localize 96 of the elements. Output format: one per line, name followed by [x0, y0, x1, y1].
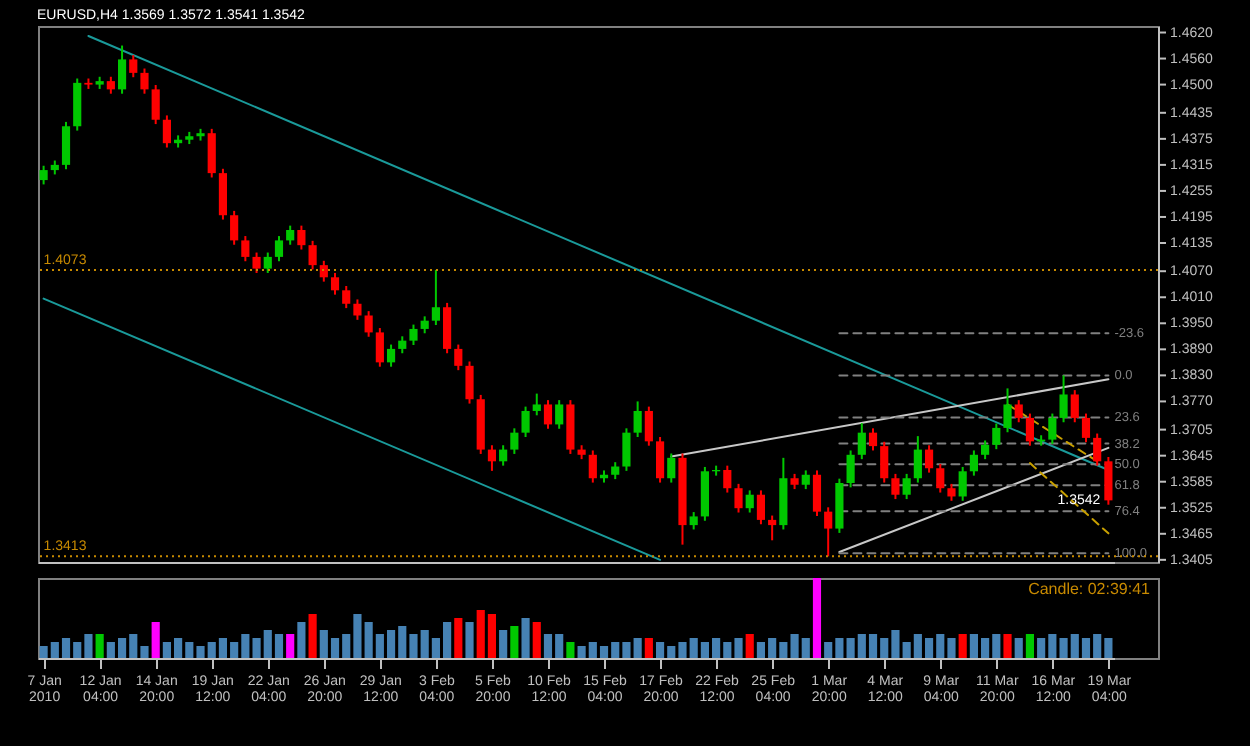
- candlestick: [218, 167, 228, 221]
- candlestick: [667, 452, 676, 484]
- candlestick: [230, 209, 239, 246]
- candlestick: [756, 489, 766, 526]
- bar: [958, 634, 967, 658]
- candlestick: [286, 224, 295, 246]
- bar: [286, 634, 295, 658]
- bar: [521, 618, 530, 658]
- candlestick: [924, 444, 934, 474]
- candlestick: [129, 54, 138, 79]
- bar: [532, 622, 541, 658]
- candlestick: [162, 114, 171, 149]
- candlestick: [543, 399, 553, 430]
- candlestick: [431, 268, 440, 327]
- candlestick: [981, 439, 990, 461]
- bar: [1025, 634, 1035, 658]
- candlestick: [801, 469, 810, 491]
- candlestick: [868, 427, 878, 452]
- candlestick: [745, 489, 754, 514]
- candlestick: [1081, 412, 1091, 444]
- candlestick: [1014, 399, 1023, 424]
- candlestick: [768, 514, 777, 542]
- candlestick: [510, 427, 519, 455]
- candlestick: [555, 399, 564, 430]
- bar: [1014, 638, 1023, 658]
- candlestick: [263, 251, 272, 274]
- candlestick: [835, 477, 844, 534]
- bar: [465, 622, 474, 658]
- bar: [745, 634, 754, 658]
- candlestick: [588, 449, 597, 484]
- candlestick: [1104, 455, 1113, 506]
- candlestick: [521, 405, 530, 439]
- candlestick: [61, 120, 71, 171]
- candlestick: [969, 449, 978, 477]
- candlestick: [812, 469, 822, 517]
- bar: [510, 626, 519, 658]
- candlestick: [73, 77, 82, 132]
- candlestick: [386, 343, 396, 368]
- candlestick: [913, 435, 922, 484]
- candlestick: [846, 449, 855, 489]
- candlestick: [633, 400, 642, 439]
- candlestick: [734, 482, 743, 514]
- candlestick: [992, 422, 1001, 451]
- candlestick: [1093, 432, 1102, 467]
- candlestick: [454, 343, 463, 372]
- annotation: Candle: 02:39:41: [1028, 580, 1152, 598]
- candlestick: [308, 239, 317, 271]
- candlestick: [622, 427, 631, 472]
- bar: [95, 634, 104, 658]
- candlestick: [700, 465, 709, 522]
- candlestick: [39, 164, 48, 186]
- candlestick: [1048, 412, 1057, 445]
- candlestick: [857, 422, 866, 461]
- candlestick: [936, 462, 945, 494]
- candlestick: [958, 465, 967, 502]
- candlestick: [330, 271, 340, 296]
- candlestick: [252, 251, 261, 274]
- bar: [308, 614, 317, 658]
- candlestick: [274, 235, 284, 263]
- bar: [644, 638, 653, 658]
- candlestick: [655, 436, 665, 484]
- candlestick: [1003, 387, 1012, 434]
- bar: [499, 630, 508, 658]
- candlestick: [353, 298, 362, 321]
- candlestick: [644, 405, 653, 447]
- candlestick: [1059, 374, 1068, 424]
- candlestick: [443, 301, 452, 355]
- candlestick: [375, 327, 384, 368]
- candlestick: [824, 506, 833, 558]
- candlestick: [1025, 412, 1035, 447]
- candlestick: [1070, 389, 1079, 424]
- candlestick: [487, 444, 497, 472]
- candlestick: [342, 284, 351, 310]
- candlestick: [880, 440, 889, 484]
- candlestick: [532, 392, 541, 417]
- candlestick: [241, 235, 250, 263]
- candlestick: [151, 84, 160, 126]
- candlestick: [409, 323, 418, 346]
- bar: [566, 642, 575, 658]
- candlestick: [465, 360, 474, 405]
- bar: [454, 618, 463, 658]
- candlestick: [566, 399, 575, 455]
- candlestick: [297, 224, 306, 251]
- bar: [812, 578, 822, 658]
- bar: [297, 622, 306, 658]
- candlestick: [207, 127, 216, 179]
- candlestick: [902, 472, 911, 501]
- candlestick: [140, 67, 149, 95]
- candlestick: [779, 456, 788, 531]
- candlestick: [364, 310, 373, 338]
- candlestick: [499, 444, 508, 467]
- candlestick: [117, 44, 127, 95]
- bar: [151, 622, 160, 658]
- candlestick: [891, 472, 900, 501]
- bar: [1003, 634, 1012, 658]
- candlestick: [723, 464, 732, 494]
